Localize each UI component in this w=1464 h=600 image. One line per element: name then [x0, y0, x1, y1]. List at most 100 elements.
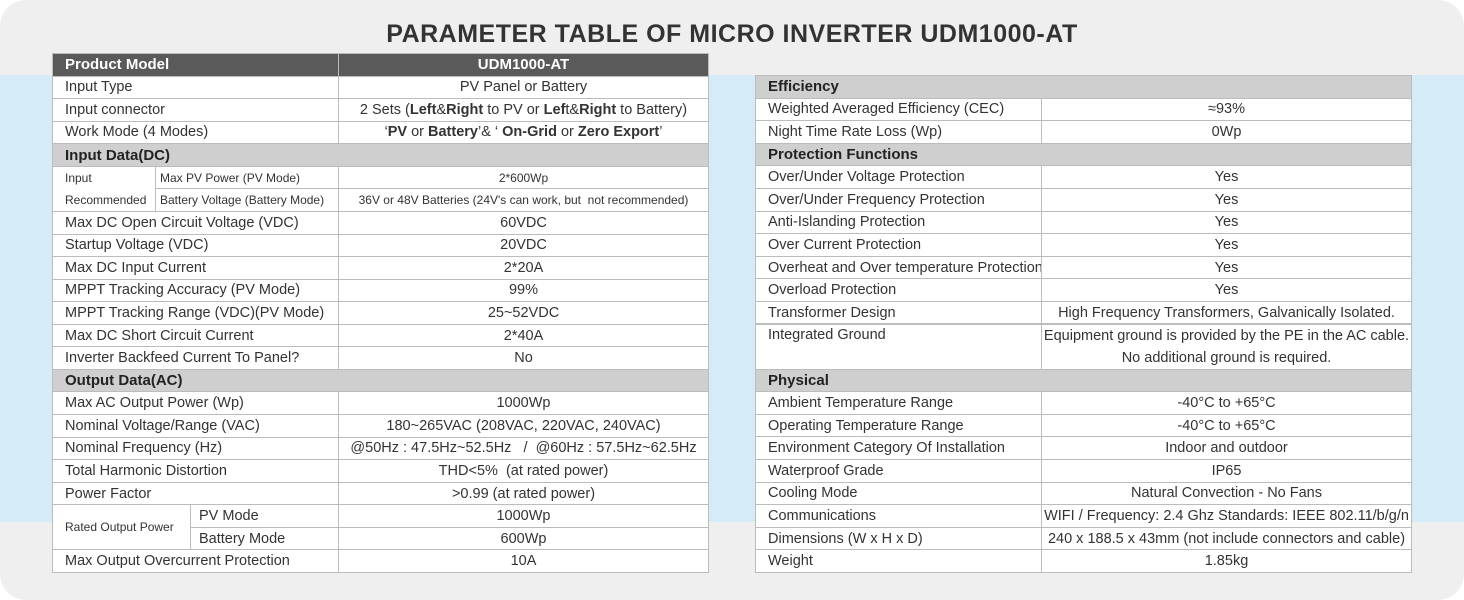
value-cell: Indoor and outdoor — [1041, 436, 1412, 461]
label-text: Battery Voltage (Battery Mode) — [160, 193, 325, 208]
value-cell: THD<5% (at rated power) — [338, 459, 709, 483]
label-text: Max DC Short Circuit Current — [65, 327, 254, 344]
label-cell: MPPT Tracking Accuracy (PV Mode) — [52, 278, 339, 303]
section-row: Output Data(AC) — [52, 368, 709, 393]
value-text: On-Grid — [502, 124, 557, 141]
label-cell: Max DC Short Circuit Current — [52, 323, 339, 348]
value-text: >0.99 (at rated power) — [451, 485, 596, 502]
label-cell: Weight — [755, 549, 1042, 573]
label-text: Ambient Temperature Range — [768, 395, 954, 412]
section-row: Efficiency — [755, 75, 1412, 99]
label-cell: Inverter Backfeed Current To Panel? — [52, 346, 339, 370]
value-cell: Natural Convection - No Fans — [1041, 481, 1412, 506]
value-cell: @50Hz : 47.5Hz~52.5Hz / @60Hz : 57.5Hz~6… — [338, 436, 709, 461]
value-text: 10A — [510, 553, 537, 570]
label-text: Power Factor — [65, 485, 152, 502]
label-text: Waterproof Grade — [768, 462, 884, 479]
label-text: Integrated Ground — [768, 326, 886, 343]
value-cell: IP65 — [1041, 459, 1412, 483]
value-cell: 0Wp — [1041, 120, 1412, 144]
section-text: Output Data(AC) — [65, 372, 183, 390]
label-text: Max DC Open Circuit Voltage (VDC) — [65, 214, 299, 231]
value-cell: 20VDC — [338, 233, 709, 258]
label-text: Inverter Backfeed Current To Panel? — [65, 350, 300, 367]
value-text: @50Hz : 47.5Hz~52.5Hz / @60Hz : 57.5Hz~6… — [350, 440, 697, 457]
value-text: Battery — [428, 124, 478, 141]
value-cell: 10A — [338, 549, 709, 573]
value-cell: 60VDC — [338, 210, 709, 235]
value-cell: -40°C to +65°C — [1041, 413, 1412, 438]
label-cell: PV Mode — [190, 504, 339, 528]
value-cell: PV Panel or Battery — [338, 75, 709, 100]
label-cell: Total Harmonic Distortion — [52, 459, 339, 483]
value-cell: ≈93% — [1041, 97, 1412, 122]
value-text: Equipment ground is provided by the PE i… — [1043, 327, 1410, 344]
value-cell: Yes — [1041, 187, 1412, 212]
label-text: MPPT Tracking Accuracy (PV Mode) — [65, 282, 301, 299]
value-cell: 180~265VAC (208VAC, 220VAC, 240VAC) — [338, 414, 709, 438]
label-cell: Communications — [755, 504, 1042, 528]
title: PARAMETER TABLE OF MICRO INVERTER UDM100… — [386, 20, 1078, 48]
label-text: Anti-Islanding Protection — [768, 214, 926, 231]
value-text: 99% — [508, 282, 539, 299]
label-text: Work Mode (4 Modes) — [65, 124, 209, 141]
header-text: Product Model — [65, 56, 170, 74]
label-text: Cooling Mode — [768, 485, 858, 502]
value-text: 0Wp — [1211, 123, 1242, 140]
value-cell: 1.85kg — [1041, 549, 1412, 573]
value-cell: WIFI / Frequency: 2.4 Ghz Standards: IEE… — [1041, 504, 1412, 528]
value-text: Left — [409, 101, 437, 118]
value-text: 25~52VDC — [487, 304, 560, 321]
value-cell: No — [338, 346, 709, 370]
value-cell: 240 x 188.5 x 43mm (not include connecto… — [1041, 526, 1412, 551]
value-text: 2*20A — [503, 259, 544, 276]
label-text: Operating Temperature Range — [768, 417, 964, 434]
label-cell: Input connector — [52, 98, 339, 122]
label-text: Nominal Frequency (Hz) — [65, 440, 223, 457]
label-cell: MPPT Tracking Range (VDC)(PV Mode) — [52, 301, 339, 325]
value-text: 2*40A — [503, 327, 544, 344]
value-cell: 36V or 48V Batteries (24V's can work, bu… — [338, 188, 709, 212]
label-cell: Night Time Rate Loss (Wp) — [755, 120, 1042, 144]
value-text: 1.85kg — [1204, 553, 1249, 570]
label-cell: Battery Mode — [190, 526, 339, 551]
value-cell: 2*20A — [338, 256, 709, 280]
group-text: Input — [65, 170, 92, 185]
value-cell: 2*40A — [338, 323, 709, 348]
label-text: Overheat and Over temperature Protection — [768, 259, 1042, 276]
value-text: 1000Wp — [496, 508, 551, 525]
value-cell: -40°C to +65°C — [1041, 391, 1412, 415]
value-cell: 99% — [338, 278, 709, 303]
value-text: IP65 — [1211, 462, 1242, 479]
value-text: THD<5% (at rated power) — [438, 462, 609, 479]
value-text: No additional ground is required. — [1121, 349, 1332, 366]
header-cell: Product Model — [52, 53, 339, 77]
label-cell: Waterproof Grade — [755, 459, 1042, 483]
label-text: Input connector — [65, 101, 165, 118]
label-text: Max PV Power (PV Mode) — [160, 170, 301, 185]
value-text: Yes — [1214, 259, 1239, 276]
value-text: to PV or — [483, 101, 544, 118]
label-cell: Power Factor — [52, 481, 339, 506]
label-cell: Max PV Power (PV Mode) — [155, 165, 339, 190]
value-text: Indoor and outdoor — [1165, 440, 1288, 457]
label-text: Over/Under Voltage Protection — [768, 169, 965, 186]
group-cell: Rated Output Power — [52, 504, 191, 551]
label-text: Over Current Protection — [768, 236, 922, 253]
value-text: PV — [387, 124, 408, 141]
value-cell: 2*600Wp — [338, 165, 709, 190]
label-text: Night Time Rate Loss (Wp) — [768, 123, 943, 140]
label-cell: Environment Category Of Installation — [755, 436, 1042, 461]
section-row: Physical — [755, 368, 1412, 393]
label-cell: Battery Voltage (Battery Mode) — [155, 188, 339, 212]
value-text: High Frequency Transformers, Galvanicall… — [1058, 304, 1395, 321]
value-cell: ‘PV or Battery ’& ‘ On-Grid or Zero Expor… — [338, 120, 709, 145]
label-cell: Max AC Output Power (Wp) — [52, 391, 339, 416]
value-cell: Equipment ground is provided by the PE i… — [1041, 323, 1412, 370]
value-text: Zero Export — [577, 124, 660, 141]
label-cell: Max Output Overcurrent Protection — [52, 549, 339, 573]
label-text: Total Harmonic Distortion — [65, 462, 227, 479]
value-cell: 25~52VDC — [338, 301, 709, 325]
value-text: Yes — [1214, 191, 1239, 208]
value-text: 20VDC — [500, 237, 547, 254]
